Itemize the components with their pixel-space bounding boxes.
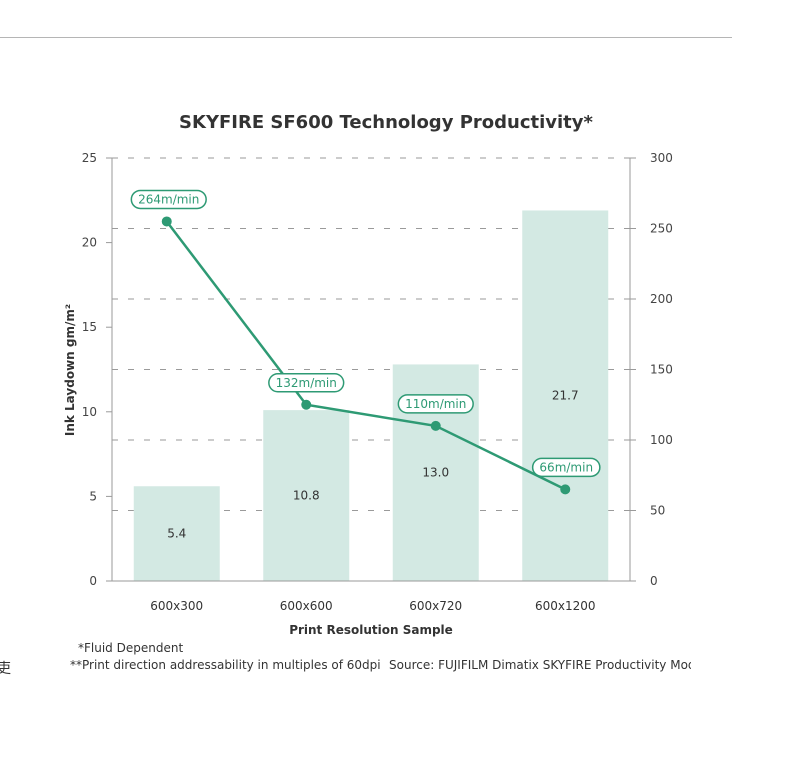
speed-label-bubble bbox=[397, 394, 474, 414]
bars: 5.4 10.8 13.0 21.7 bbox=[133, 210, 609, 581]
right-tick-label: 150 bbox=[650, 363, 673, 377]
category-label: 600x600 bbox=[280, 599, 333, 613]
x-axis-title: Print Resolution Sample bbox=[289, 623, 453, 637]
speed-label: 66m/min bbox=[539, 460, 593, 474]
right-tick-label: 200 bbox=[650, 292, 673, 306]
bar-value-label: 13.0 bbox=[422, 466, 449, 480]
speed-label-bubble bbox=[130, 189, 207, 210]
speed-label: 132m/min bbox=[276, 376, 337, 390]
category-label: 600x1200 bbox=[535, 599, 596, 613]
bar-600x1200 bbox=[522, 210, 609, 581]
left-tick-label: 25 bbox=[82, 151, 97, 165]
bar-value-label: 21.7 bbox=[552, 389, 579, 403]
left-tick-label: 20 bbox=[82, 236, 97, 250]
speed-point bbox=[430, 420, 441, 431]
right-tick-label: 0 bbox=[650, 574, 658, 588]
bar-value-label: 10.8 bbox=[293, 489, 320, 503]
left-tick-label: 10 bbox=[82, 405, 97, 419]
bar-600x600 bbox=[263, 410, 350, 581]
speed-label: 110m/min bbox=[405, 397, 466, 411]
speed-point bbox=[161, 216, 172, 227]
top-divider bbox=[0, 37, 732, 38]
right-tick-label: 100 bbox=[650, 433, 673, 447]
edge-glyph: 吏 bbox=[0, 661, 11, 677]
left-tick-label: 5 bbox=[89, 489, 97, 503]
left-tick-label: 0 bbox=[89, 574, 97, 588]
speed-point bbox=[301, 399, 312, 410]
chart: SKYFIRE SF600 Technology Productivity* 5… bbox=[63, 112, 673, 637]
y-axis-title: Ink Laydown gm/m² bbox=[63, 304, 77, 436]
speed-label-bubble bbox=[531, 457, 601, 478]
footnote-source: Source: FUJIFILM Dimatix SKYFIRE Product… bbox=[389, 658, 691, 672]
bar-600x300 bbox=[133, 486, 220, 581]
category-label: 600x720 bbox=[409, 599, 462, 613]
right-tick-label: 250 bbox=[650, 222, 673, 236]
speed-label-bubble bbox=[268, 373, 345, 393]
footnote-addressability: **Print direction addressability in mult… bbox=[70, 658, 381, 672]
speed-label: 264m/min bbox=[138, 192, 199, 206]
right-tick-label: 50 bbox=[650, 504, 665, 518]
bar-value-label: 5.4 bbox=[167, 527, 186, 541]
footnote-fluid: *Fluid Dependent bbox=[78, 641, 184, 655]
category-label: 600x300 bbox=[150, 599, 203, 613]
axes bbox=[106, 157, 636, 582]
speed-line: 264m/min 132m/min 110m/min 66m/min bbox=[130, 189, 601, 495]
speed-polyline bbox=[165, 220, 566, 491]
speed-point bbox=[560, 484, 571, 495]
right-tick-label: 300 bbox=[650, 151, 673, 165]
chart-title: SKYFIRE SF600 Technology Productivity* bbox=[179, 112, 593, 133]
left-tick-label: 15 bbox=[82, 320, 97, 334]
grid bbox=[112, 157, 630, 511]
